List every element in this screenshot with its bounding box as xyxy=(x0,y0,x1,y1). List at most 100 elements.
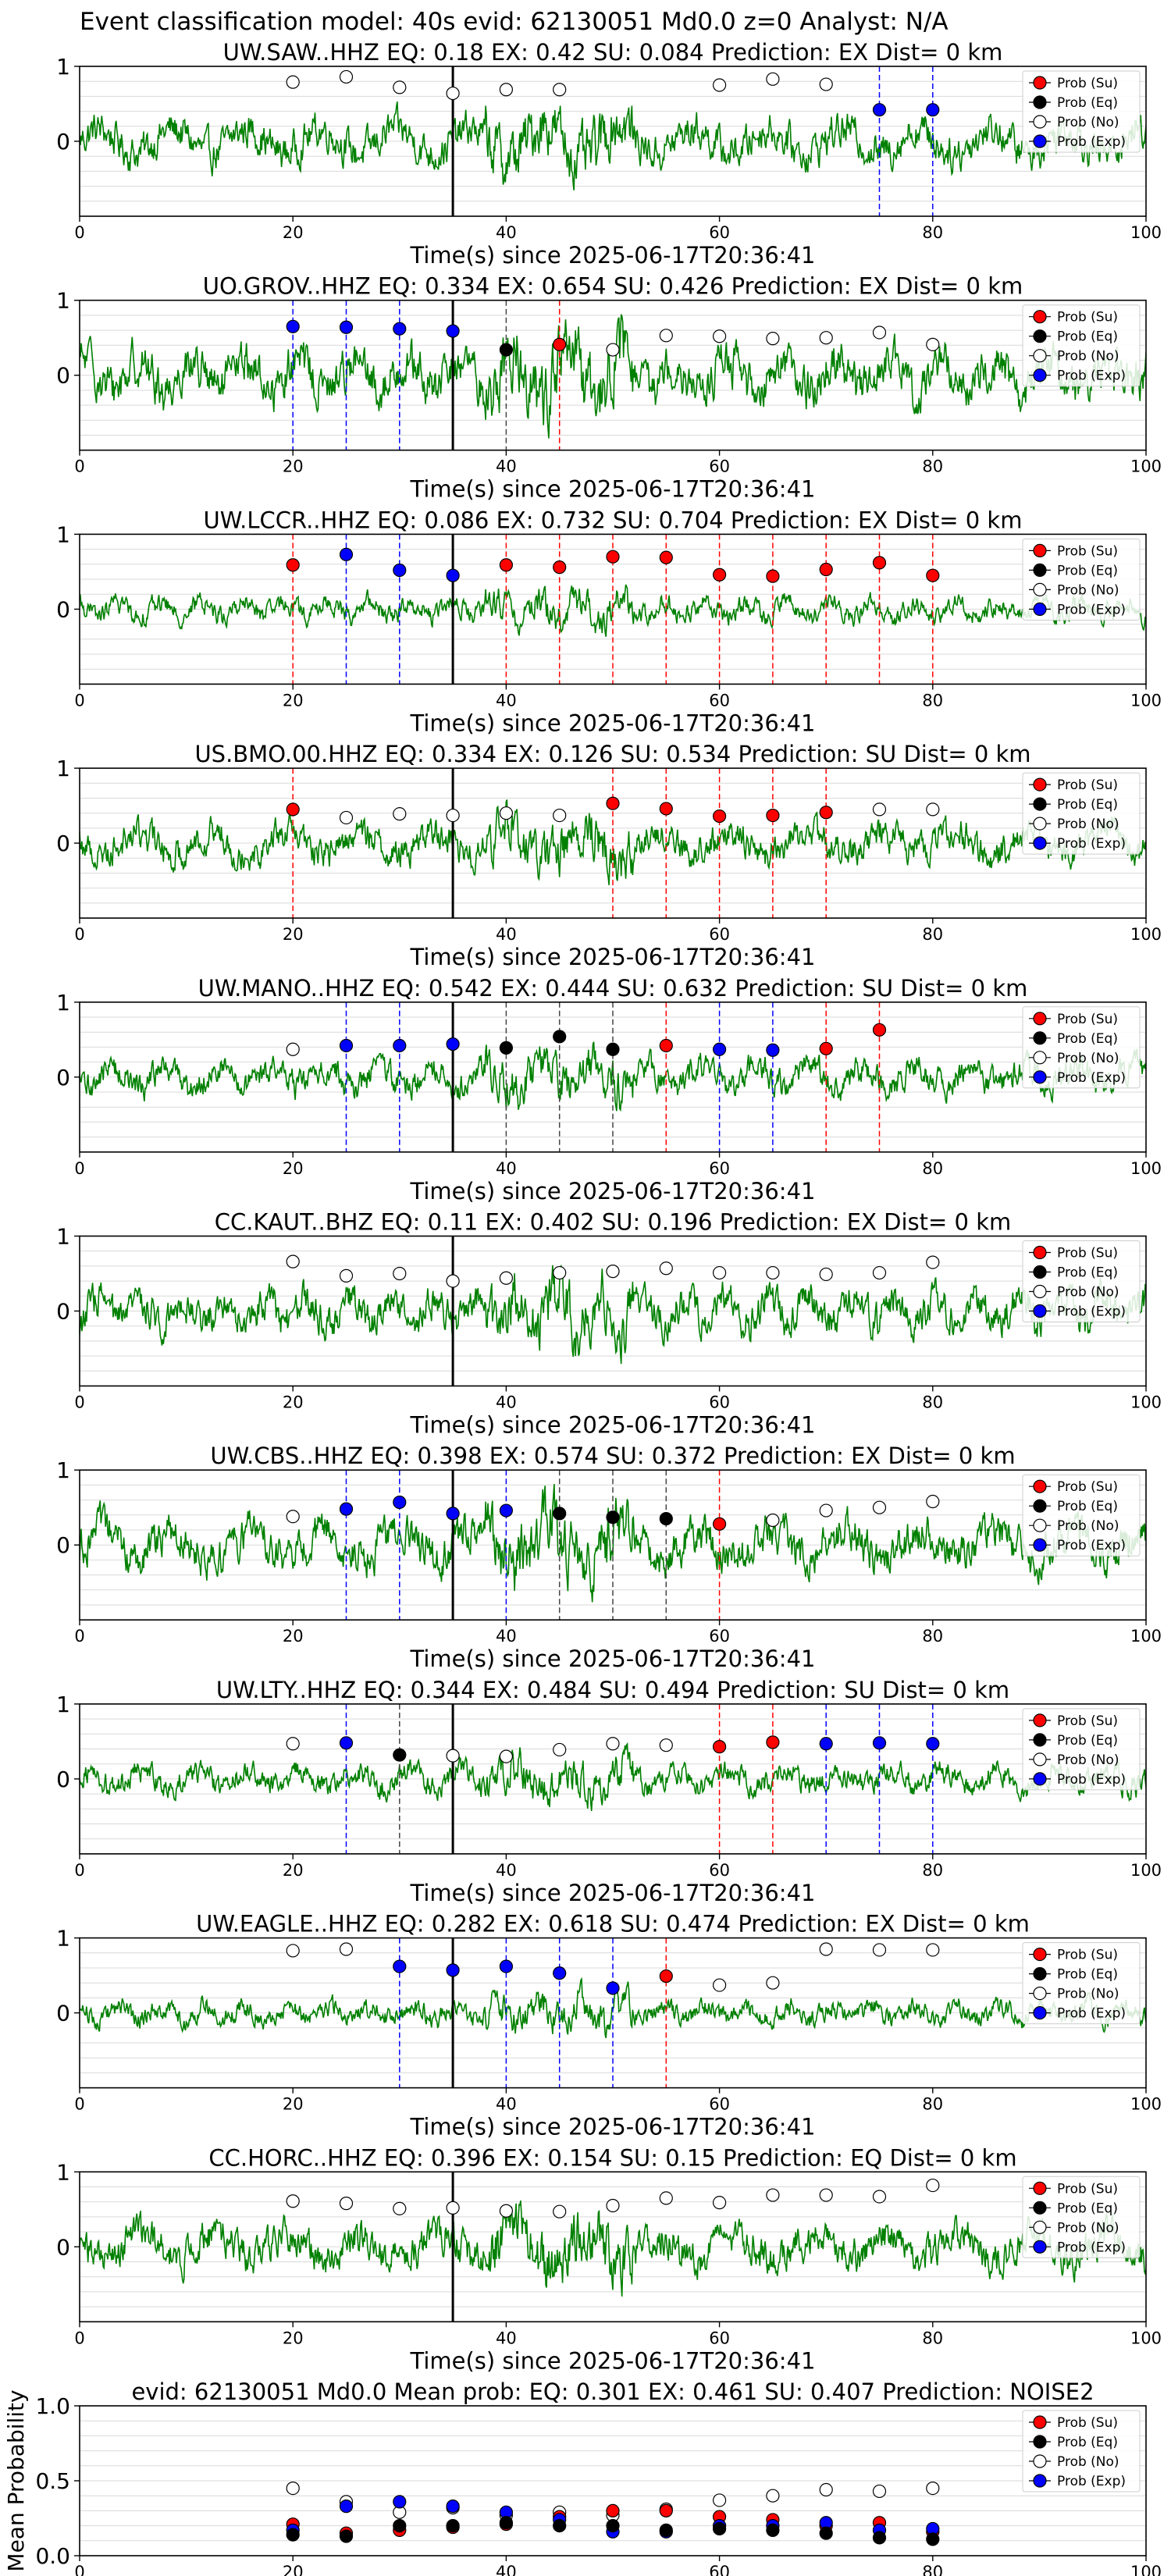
legend-marker xyxy=(1033,76,1047,90)
legend-label: Prob (Exp) xyxy=(1057,836,1126,852)
station-panel: CC.KAUT..BHZ EQ: 0.11 EX: 0.402 SU: 0.19… xyxy=(56,1209,1162,1439)
mean-prob-marker-eq xyxy=(926,2532,940,2546)
x-tick-label: 0 xyxy=(74,2563,84,2576)
legend-label: Prob (No) xyxy=(1057,2454,1119,2470)
x-tick-label: 40 xyxy=(496,2095,517,2114)
prob-marker-no xyxy=(872,326,887,340)
panel-title: UO.GROV..HHZ EQ: 0.334 EX: 0.654 SU: 0.4… xyxy=(203,273,1023,300)
x-tick-label: 40 xyxy=(496,2563,517,2576)
x-tick-label: 20 xyxy=(283,1393,304,1412)
y-tick-label: 1 xyxy=(56,521,70,547)
legend-label: Prob (No) xyxy=(1057,349,1119,365)
legend-label: Prob (Su) xyxy=(1057,2415,1118,2431)
legend-box xyxy=(1022,1942,1141,2025)
panel-title: US.BMO.00.HHZ EQ: 0.334 EX: 0.126 SU: 0.… xyxy=(194,741,1030,767)
legend-marker xyxy=(1033,2474,1047,2488)
prob-marker-no xyxy=(286,2194,300,2208)
legend-label: Prob (Su) xyxy=(1057,1948,1118,1963)
prob-marker-no xyxy=(659,1261,673,1276)
legend-label: Prob (Eq) xyxy=(1057,1733,1118,1749)
prob-marker-su xyxy=(819,1041,833,1055)
mean-prob-marker-exp xyxy=(446,2500,460,2514)
x-tick-label: 60 xyxy=(709,2329,730,2347)
mean-prob-marker-eq xyxy=(393,2519,407,2533)
legend-marker xyxy=(1033,1752,1047,1767)
prob-marker-exp xyxy=(393,1959,407,1973)
y-tick-label: 0 xyxy=(56,1532,70,1558)
legend-marker xyxy=(1033,582,1047,597)
waveform-trace xyxy=(80,1742,1146,1811)
x-tick-label: 40 xyxy=(496,223,517,242)
station-panel: UW.MANO..HHZ EQ: 0.542 EX: 0.444 SU: 0.6… xyxy=(56,975,1162,1204)
mean-prob-marker-eq xyxy=(712,2521,727,2536)
prob-marker-exp xyxy=(393,1495,407,1510)
prob-marker-no xyxy=(712,329,727,343)
x-axis-label: Time(s) since 2025-06-17T20:36:41 xyxy=(410,1880,816,1906)
mean-prob-marker-no xyxy=(712,2493,727,2507)
y-tick-label: 0 xyxy=(56,363,70,389)
x-tick-label: 0 xyxy=(74,2095,84,2114)
prob-marker-eq xyxy=(606,1510,620,1525)
legend-label: Prob (Su) xyxy=(1057,310,1118,326)
y-tick-label: 1 xyxy=(56,288,70,314)
y-tick-label: 0 xyxy=(56,596,70,622)
prob-marker-exp xyxy=(339,1038,354,1053)
x-tick-label: 80 xyxy=(922,2563,943,2576)
legend-label: Prob (Eq) xyxy=(1057,95,1118,111)
x-tick-label: 20 xyxy=(283,2563,304,2576)
mean-prob-marker-no xyxy=(872,2484,887,2499)
legend-marker xyxy=(1033,777,1047,792)
legend-marker xyxy=(1033,1538,1047,1552)
mean-prob-marker-eq xyxy=(659,2523,673,2537)
prob-marker-exp xyxy=(446,1507,460,1521)
y-tick-label: 0 xyxy=(56,129,70,155)
x-tick-label: 100 xyxy=(1130,925,1162,944)
station-panel: UW.CBS..HHZ EQ: 0.398 EX: 0.574 SU: 0.37… xyxy=(56,1443,1162,1672)
x-tick-label: 20 xyxy=(283,2329,304,2347)
prob-marker-su xyxy=(766,569,780,583)
prob-marker-exp xyxy=(926,1737,940,1751)
prob-marker-su xyxy=(286,802,300,817)
legend-marker xyxy=(1033,543,1047,558)
legend-marker xyxy=(1033,817,1047,831)
legend-marker xyxy=(1033,2220,1047,2234)
prob-marker-exp xyxy=(499,1503,514,1517)
x-tick-label: 80 xyxy=(922,457,943,476)
prob-marker-no xyxy=(446,808,460,823)
x-tick-label: 20 xyxy=(283,457,304,476)
y-tick-label: 1 xyxy=(56,756,70,781)
waveform-trace xyxy=(80,1041,1146,1112)
prob-marker-no xyxy=(499,83,514,97)
x-tick-label: 0 xyxy=(74,1627,84,1646)
x-tick-label: 0 xyxy=(74,691,84,710)
panel-title: UW.LTY..HHZ EQ: 0.344 EX: 0.484 SU: 0.49… xyxy=(216,1677,1009,1703)
prob-marker-su xyxy=(659,1038,673,1053)
legend-label: Prob (Eq) xyxy=(1057,797,1118,813)
legend-marker xyxy=(1033,1012,1047,1026)
x-tick-label: 100 xyxy=(1130,457,1162,476)
prob-marker-exp xyxy=(446,324,460,338)
prob-marker-no xyxy=(659,329,673,343)
x-tick-label: 100 xyxy=(1130,2095,1162,2114)
prob-marker-exp xyxy=(819,1737,833,1751)
prob-marker-no xyxy=(499,1271,514,1285)
panel-title: evid: 62130051 Md0.0 Mean prob: EQ: 0.30… xyxy=(131,2379,1094,2405)
prob-marker-exp xyxy=(766,1043,780,1057)
station-panel: UO.GROV..HHZ EQ: 0.334 EX: 0.654 SU: 0.4… xyxy=(56,273,1162,503)
prob-marker-no xyxy=(606,2198,620,2213)
mean-prob-marker-eq xyxy=(339,2529,354,2543)
legend-box xyxy=(1022,538,1141,621)
x-tick-label: 80 xyxy=(922,223,943,242)
x-tick-label: 0 xyxy=(74,2329,84,2347)
prob-marker-no xyxy=(339,1268,354,1283)
x-axis-label: Time(s) since 2025-06-17T20:36:41 xyxy=(410,710,816,736)
x-axis-label: Time(s) since 2025-06-17T20:36:41 xyxy=(410,1646,816,1672)
x-tick-label: 20 xyxy=(283,2095,304,2114)
station-panels: UW.SAW..HHZ EQ: 0.18 EX: 0.42 SU: 0.084 … xyxy=(3,39,1162,2576)
legend-label: Prob (No) xyxy=(1057,1285,1119,1300)
prob-marker-no xyxy=(446,86,460,101)
x-tick-label: 40 xyxy=(496,2329,517,2347)
legend-label: Prob (Exp) xyxy=(1057,368,1126,384)
legend-marker xyxy=(1033,2006,1047,2020)
x-tick-label: 60 xyxy=(709,1393,730,1412)
